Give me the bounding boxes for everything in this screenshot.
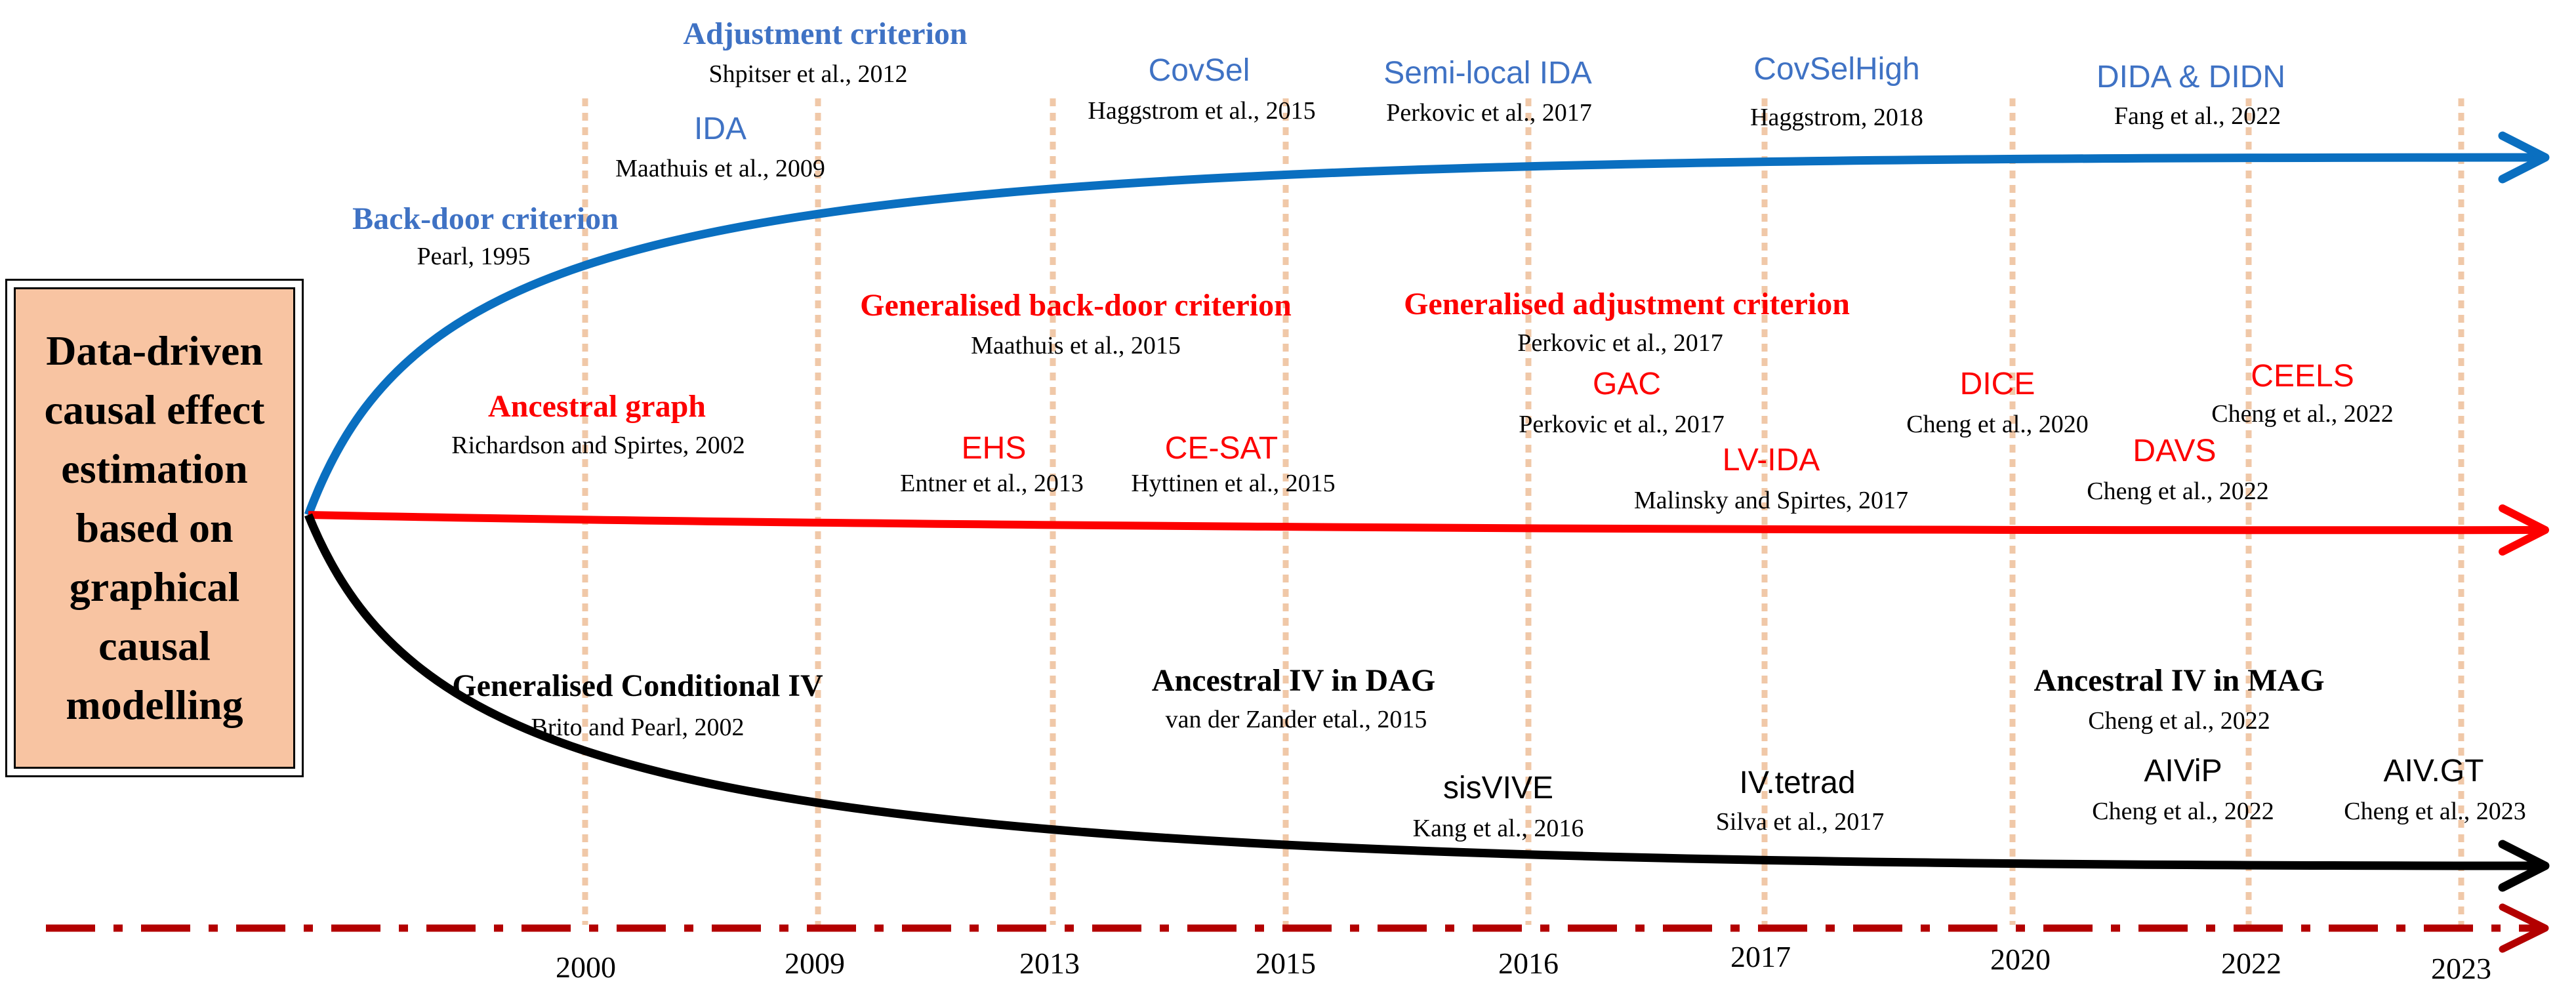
method-title: Adjustment criterion xyxy=(683,16,968,51)
method-title: IV.tetrad xyxy=(1739,765,1856,800)
method-title: DICE xyxy=(1959,367,2035,401)
method-title: LV-IDA xyxy=(1722,443,1820,478)
method-title: Generalised Conditional IV xyxy=(452,668,823,703)
origin-text-line: causal xyxy=(98,622,211,669)
method-title: Generalised adjustment criterion xyxy=(1404,287,1850,321)
method-citation: Pearl, 1995 xyxy=(417,243,531,270)
method-citation: Maathuis et al., 2009 xyxy=(615,155,825,182)
origin-text-line: modelling xyxy=(66,682,243,728)
year-label-2022: 2022 xyxy=(2221,946,2281,980)
method-citation: Perkovic et al., 2017 xyxy=(1386,99,1592,127)
method-title: CovSel xyxy=(1148,53,1250,88)
blue-branch-arrow xyxy=(304,153,2539,517)
method-title: AIViP xyxy=(2144,754,2222,788)
method-citation: Cheng et al., 2022 xyxy=(2211,400,2394,428)
origin-text-line: graphical xyxy=(69,563,240,610)
method-citation: Haggstrom et al., 2015 xyxy=(1088,97,1316,125)
method-citation: Fang et al., 2022 xyxy=(2114,102,2281,130)
year-label-2013: 2013 xyxy=(1019,946,1080,980)
year-label-2009: 2009 xyxy=(785,946,845,980)
method-citation: Cheng et al., 2022 xyxy=(2088,707,2270,735)
method-title: Semi-local IDA xyxy=(1383,56,1592,91)
method-citation: Hyttinen et al., 2015 xyxy=(1131,470,1336,497)
method-citation: van der Zander etal., 2015 xyxy=(1165,706,1427,733)
method-title: Ancestral IV in MAG xyxy=(2034,663,2325,698)
black-arrowhead xyxy=(2498,840,2550,892)
method-citation: Cheng et al., 2020 xyxy=(1906,411,2089,438)
method-citation: Maathuis et al., 2015 xyxy=(971,332,1181,359)
method-citation: Richardson and Spirtes, 2002 xyxy=(451,432,745,459)
red-arrowhead xyxy=(2499,504,2549,556)
year-label-2016: 2016 xyxy=(1498,946,1559,980)
method-citation: Kang et al., 2016 xyxy=(1412,815,1584,842)
method-citation: Brito and Pearl, 2002 xyxy=(531,714,745,741)
year-label-2000: 2000 xyxy=(556,950,616,984)
method-title: Ancestral graph xyxy=(488,389,706,424)
year-label-2017: 2017 xyxy=(1730,940,1791,973)
method-title: sisVIVE xyxy=(1442,771,1554,805)
origin-box: Data-driven causal effect estimation bas… xyxy=(5,279,304,777)
method-citation: Cheng et al., 2022 xyxy=(2092,798,2274,825)
method-title: CEELS xyxy=(2251,359,2354,394)
method-title: Back-door criterion xyxy=(352,201,619,236)
year-label-2015: 2015 xyxy=(1256,946,1316,980)
method-title: DAVS xyxy=(2133,434,2217,468)
year-label-2020: 2020 xyxy=(1990,943,2051,976)
method-title: CE-SAT xyxy=(1164,431,1278,466)
method-citation: Shpitser et al., 2012 xyxy=(708,60,908,88)
method-title: Generalised back-door criterion xyxy=(860,288,1292,323)
red-branch-arrow xyxy=(308,511,2539,535)
origin-text-line: causal effect xyxy=(44,386,265,433)
blue-arrowhead xyxy=(2498,131,2550,184)
method-title: AIV.GT xyxy=(2383,754,2484,788)
method-citation: Perkovic et al., 2017 xyxy=(1517,329,1723,357)
year-label-2023: 2023 xyxy=(2431,952,2491,985)
method-citation: Silva et al., 2017 xyxy=(1715,808,1885,836)
method-title: CovSelHigh xyxy=(1753,52,1920,87)
method-title: Ancestral IV in DAG xyxy=(1151,663,1436,698)
method-title: DIDA & DIDN xyxy=(2096,60,2286,94)
method-citation: Cheng et al., 2022 xyxy=(2087,478,2269,505)
origin-box-fill: Data-driven causal effect estimation bas… xyxy=(14,287,295,769)
year-guides xyxy=(582,98,2464,925)
origin-text-line: estimation xyxy=(61,445,248,492)
method-title: GAC xyxy=(1592,367,1662,401)
method-citation: Cheng et al., 2023 xyxy=(2344,798,2526,825)
method-citation: Haggstrom, 2018 xyxy=(1750,104,1923,131)
method-citation: Entner et al., 2013 xyxy=(900,470,1084,497)
method-title: IDA xyxy=(693,112,747,146)
black-branch-arrow xyxy=(304,513,2539,870)
timeline-arrowhead xyxy=(2499,903,2549,953)
method-citation: Malinsky and Spirtes, 2017 xyxy=(1634,487,1908,514)
origin-text-line: based on xyxy=(75,504,234,551)
method-title: EHS xyxy=(961,431,1027,466)
method-citation: Perkovic et al., 2017 xyxy=(1519,411,1725,438)
origin-text-line: Data-driven xyxy=(46,327,263,374)
